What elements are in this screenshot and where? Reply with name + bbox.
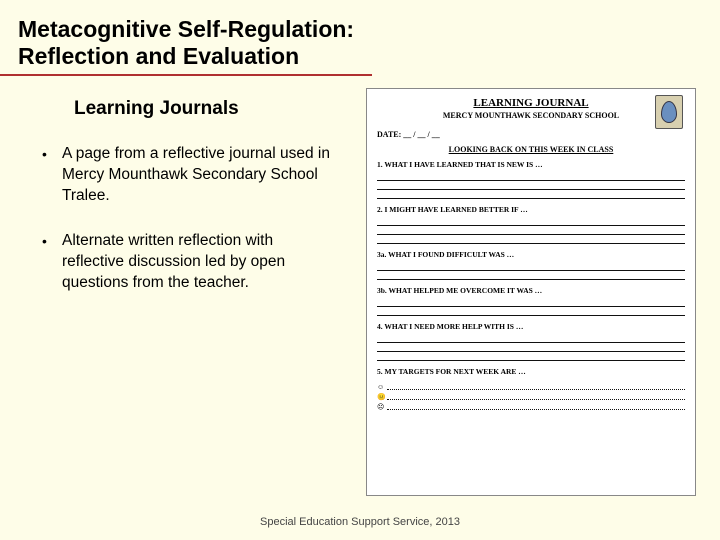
- journal-school: MERCY MOUNTHAWK SECONDARY SCHOOL: [377, 111, 685, 120]
- bullet-dot-icon: •: [42, 231, 62, 294]
- journal-looking-back: LOOKING BACK ON THIS WEEK IN CLASS: [377, 145, 685, 154]
- journal-header: LEARNING JOURNAL MERCY MOUNTHAWK SECONDA…: [377, 97, 685, 120]
- journal-prompt: 5. MY TARGETS FOR NEXT WEEK ARE …: [377, 367, 685, 376]
- journal-section: 4. WHAT I NEED MORE HELP WITH IS …: [377, 322, 685, 361]
- bullet-text: Alternate written reflection with reflec…: [62, 231, 330, 294]
- title-line1: Metacognitive Self-Regulation:: [18, 16, 354, 42]
- journal-prompt: 3b. WHAT HELPED ME OVERCOME IT WAS …: [377, 286, 685, 295]
- title-block: Metacognitive Self-Regulation: Reflectio…: [0, 0, 720, 76]
- bullet-item: • A page from a reflective journal used …: [42, 134, 330, 221]
- neutral-icon: 😐: [377, 393, 387, 401]
- journal-section: 2. I MIGHT HAVE LEARNED BETTER IF …: [377, 205, 685, 244]
- journal-prompt: 1. WHAT I HAVE LEARNED THAT IS NEW IS …: [377, 160, 685, 169]
- journal-date-label: DATE: __ / __ / __: [377, 130, 685, 139]
- journal-prompt: 2. I MIGHT HAVE LEARNED BETTER IF …: [377, 205, 685, 214]
- journal-section: 5. MY TARGETS FOR NEXT WEEK ARE … ☺ 😐 ☹: [377, 367, 685, 412]
- journal-section: 3a. WHAT I FOUND DIFFICULT WAS …: [377, 250, 685, 280]
- journal-emoji-rows: ☺ 😐 ☹: [377, 382, 685, 412]
- journal-page: LEARNING JOURNAL MERCY MOUNTHAWK SECONDA…: [366, 88, 696, 496]
- journal-section: 3b. WHAT HELPED ME OVERCOME IT WAS …: [377, 286, 685, 316]
- school-crest-icon: [655, 95, 683, 129]
- bullet-item: • Alternate written reflection with refl…: [42, 221, 330, 308]
- slide-title: Metacognitive Self-Regulation: Reflectio…: [0, 0, 372, 76]
- journal-prompt: 4. WHAT I NEED MORE HELP WITH IS …: [377, 322, 685, 331]
- smile-icon: ☺: [377, 383, 387, 391]
- bullet-list: • A page from a reflective journal used …: [0, 120, 330, 308]
- journal-title: LEARNING JOURNAL: [377, 97, 685, 109]
- title-line2: Reflection and Evaluation: [18, 43, 299, 69]
- bullet-text: A page from a reflective journal used in…: [62, 144, 330, 207]
- bullet-dot-icon: •: [42, 144, 62, 207]
- frown-icon: ☹: [377, 403, 387, 411]
- journal-section: 1. WHAT I HAVE LEARNED THAT IS NEW IS …: [377, 160, 685, 199]
- footer-text: Special Education Support Service, 2013: [0, 516, 720, 528]
- journal-prompt: 3a. WHAT I FOUND DIFFICULT WAS …: [377, 250, 685, 259]
